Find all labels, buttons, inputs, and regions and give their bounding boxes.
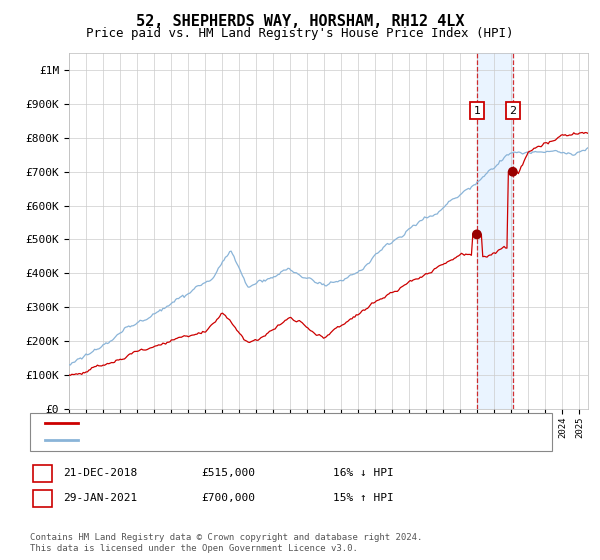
- Point: [508, 167, 518, 176]
- Text: 29-JAN-2021: 29-JAN-2021: [63, 493, 137, 503]
- Text: 16% ↓ HPI: 16% ↓ HPI: [333, 468, 394, 478]
- Text: 1: 1: [473, 106, 481, 116]
- Text: £515,000: £515,000: [201, 468, 255, 478]
- Text: 1: 1: [39, 468, 46, 478]
- Point: [472, 230, 482, 239]
- Text: 21-DEC-2018: 21-DEC-2018: [63, 468, 137, 478]
- Text: Price paid vs. HM Land Registry's House Price Index (HPI): Price paid vs. HM Land Registry's House …: [86, 27, 514, 40]
- Text: Contains HM Land Registry data © Crown copyright and database right 2024.
This d: Contains HM Land Registry data © Crown c…: [30, 533, 422, 553]
- Bar: [477, 53, 513, 409]
- Text: £700,000: £700,000: [201, 493, 255, 503]
- Text: 15% ↑ HPI: 15% ↑ HPI: [333, 493, 394, 503]
- Text: 2: 2: [509, 106, 517, 116]
- Text: 52, SHEPHERDS WAY, HORSHAM, RH12 4LX: 52, SHEPHERDS WAY, HORSHAM, RH12 4LX: [136, 14, 464, 29]
- Text: HPI: Average price, detached house, Horsham: HPI: Average price, detached house, Hors…: [84, 435, 353, 445]
- Text: 52, SHEPHERDS WAY, HORSHAM, RH12 4LX (detached house): 52, SHEPHERDS WAY, HORSHAM, RH12 4LX (de…: [84, 418, 415, 428]
- Text: 2: 2: [39, 493, 46, 503]
